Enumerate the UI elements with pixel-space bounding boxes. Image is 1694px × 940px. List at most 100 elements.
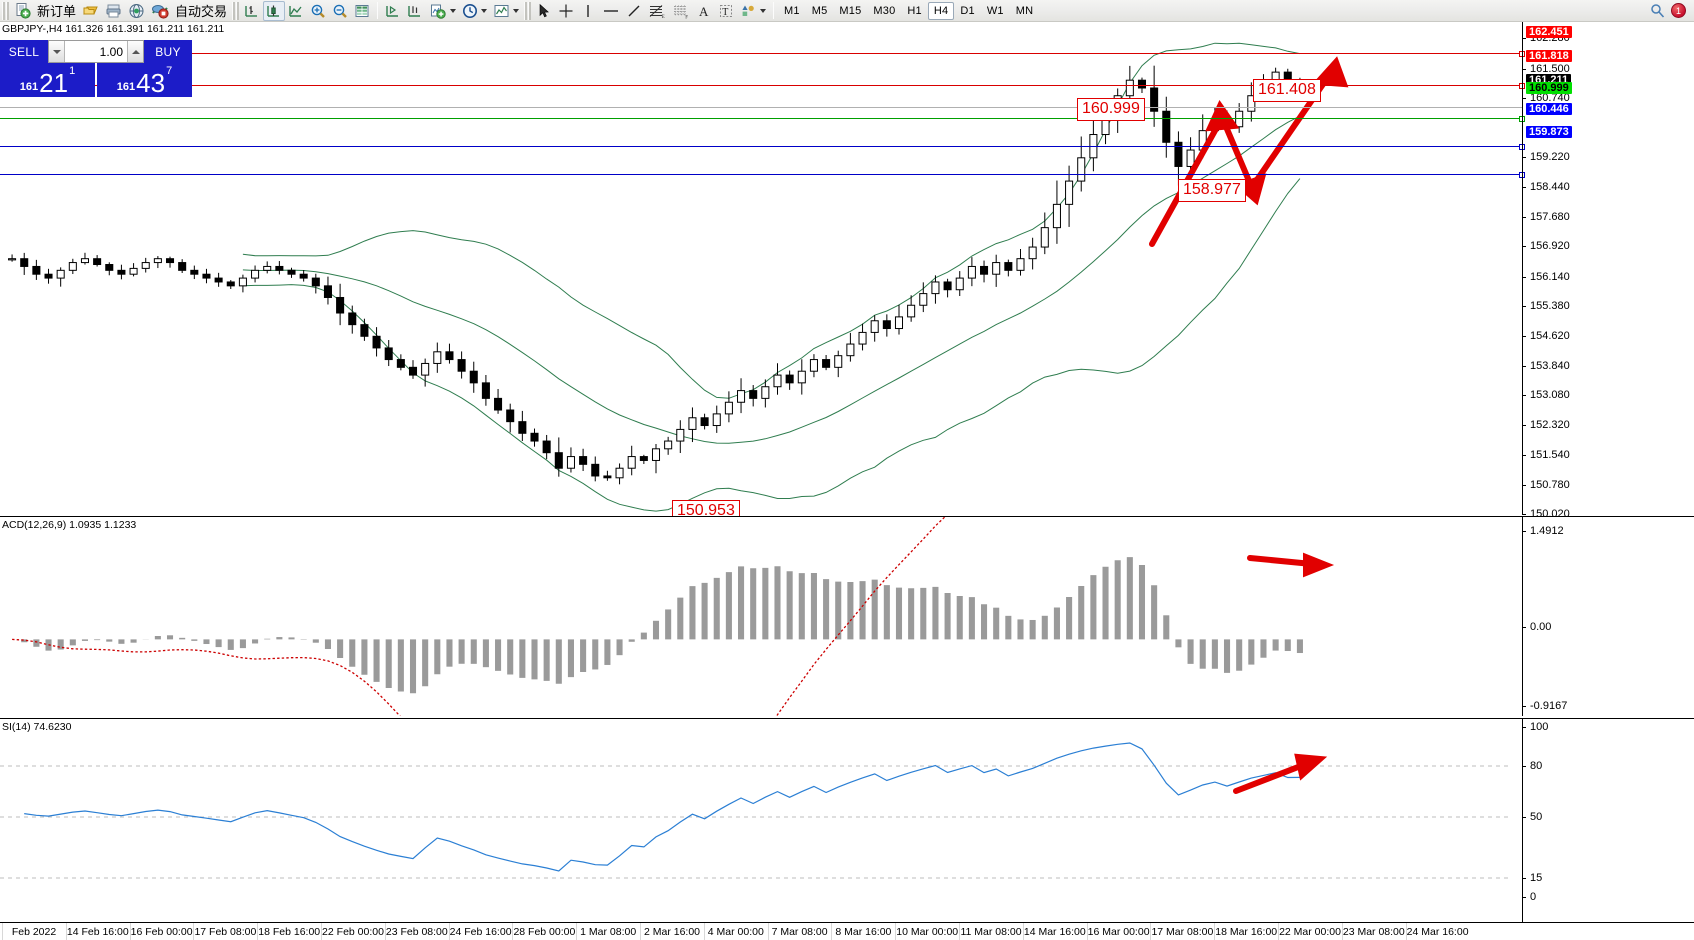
volume-increment-button[interactable] <box>127 41 143 62</box>
timeframe-h1[interactable]: H1 <box>907 4 922 17</box>
template-icon[interactable] <box>490 1 522 21</box>
timeframe-h4[interactable]: H4 <box>927 1 955 20</box>
time-axis-separator <box>640 923 641 940</box>
trendline-icon[interactable] <box>623 1 645 21</box>
timeframe-d1[interactable]: D1 <box>960 4 975 17</box>
price-axis-tick <box>1522 38 1526 40</box>
timeframe-w1[interactable]: W1 <box>986 4 1004 17</box>
macd-axis[interactable]: 1.4912 0.00 -0.9167 <box>1522 517 1694 716</box>
price-axis-tick <box>1522 187 1526 189</box>
time-axis-separator <box>831 923 833 940</box>
one-click-trading-panel[interactable]: SELL 1.00 BUY 161 21 1 161 43 7 <box>0 40 192 97</box>
sell-label: SELL <box>0 40 48 63</box>
price-level-label-take-profit[interactable]: 162.451 <box>1526 25 1572 38</box>
timeframe-m15[interactable]: M15 <box>839 4 862 17</box>
globe-icon[interactable] <box>125 1 148 21</box>
price-axis-label: 153.840 <box>1530 359 1570 372</box>
sell-button[interactable]: 161 21 1 <box>0 63 95 97</box>
price-axis-label: 156.140 <box>1530 270 1570 283</box>
toolbar-grip-3[interactable] <box>524 1 532 20</box>
timeframe-m30[interactable]: M30 <box>873 4 896 17</box>
rsi-tick-80: 80 <box>1530 760 1543 772</box>
time-axis[interactable]: Feb 2022 14 Feb 16:00 16 Feb 00:00 17 Feb 0… <box>0 922 1694 940</box>
new-order-label[interactable]: 新订单 <box>37 5 77 20</box>
time-axis-separator <box>1341 923 1343 940</box>
grid-icon[interactable] <box>351 1 373 21</box>
shapes-icon[interactable] <box>737 1 769 21</box>
label-icon[interactable]: T <box>715 1 737 21</box>
rsi-pane[interactable]: SI(14) 74.6230 <box>0 718 1694 922</box>
clock-icon[interactable] <box>459 1 490 21</box>
time-axis-label: 10 Mar 00:00 <box>896 926 959 938</box>
volume-value[interactable]: 1.00 <box>99 44 123 59</box>
candlestick-icon[interactable] <box>263 0 286 21</box>
rsi-gridlines <box>0 765 1508 879</box>
zoom-in-icon[interactable] <box>307 1 329 21</box>
price-level-label-ask[interactable]: 160.999 <box>1526 82 1572 94</box>
shift-icon[interactable] <box>382 1 404 21</box>
timeframe-m5[interactable]: M5 <box>811 4 828 17</box>
pullback-label[interactable]: 158.977 <box>1178 179 1246 202</box>
chevron-down-icon[interactable] <box>450 8 457 13</box>
rsi-plot[interactable] <box>0 719 1522 922</box>
volume-field[interactable]: 1.00 <box>48 40 144 63</box>
new-order-icon[interactable] <box>11 1 34 21</box>
horizontal-line-icon[interactable] <box>599 1 623 21</box>
resistance-label[interactable]: 160.999 <box>1077 98 1145 121</box>
chart-canvas-area[interactable]: GBPJPY-,H4 161.326 161.391 161.211 161.2… <box>0 22 1694 940</box>
price-axis-tick <box>1522 514 1526 515</box>
price-axis-tick <box>1522 68 1526 70</box>
vertical-line-icon[interactable] <box>577 1 599 21</box>
bar-chart-icon[interactable] <box>241 1 263 21</box>
time-axis-label: 16 Feb 00:00 <box>130 926 193 938</box>
search-icon[interactable] <box>1650 3 1665 18</box>
price-axis-tick <box>1522 157 1526 159</box>
level-line-162451[interactable] <box>0 51 1525 57</box>
crosshair-icon[interactable] <box>555 1 577 21</box>
volume-decrement-button[interactable] <box>49 41 65 62</box>
timeframe-mn[interactable]: MN <box>1015 4 1034 17</box>
print-icon[interactable] <box>102 1 125 21</box>
macd-pane[interactable]: ACD(12,26,9) 1.0935 1.1233 1.4912 0.00 <box>0 516 1694 716</box>
level-line-161211 <box>0 107 1522 108</box>
down-arrow-1 <box>1221 119 1255 191</box>
level-line-160999[interactable] <box>0 116 1525 122</box>
indicator-add-icon[interactable] <box>426 1 459 21</box>
svg-text:E: E <box>662 15 665 19</box>
price-axis[interactable]: 162.280 161.500 160.740 159.220 158.440 157.6… <box>1522 22 1694 520</box>
rsi-axis[interactable]: 100 80 50 15 0 <box>1522 719 1694 922</box>
price-level-label-stop-loss[interactable]: 159.873 <box>1526 125 1572 138</box>
cursor-icon[interactable] <box>533 1 555 21</box>
zoom-out-icon[interactable] <box>329 1 351 21</box>
notification-badge[interactable]: 1 <box>1671 3 1686 18</box>
toolbar-grip[interactable] <box>2 1 9 20</box>
text-icon[interactable]: A <box>693 1 715 21</box>
time-axis-label: 23 Mar 08:00 <box>1342 926 1405 938</box>
folder-icon[interactable] <box>79 1 102 21</box>
line-chart-icon[interactable] <box>285 1 307 21</box>
macd-plot[interactable] <box>0 517 1522 716</box>
chevron-down-icon-vol <box>52 49 61 54</box>
time-axis-separator <box>767 923 769 940</box>
price-axis-label: 160.740 <box>1530 92 1570 105</box>
price-level-label-stop-loss[interactable]: 160.446 <box>1526 103 1572 116</box>
autotrading-icon[interactable] <box>148 1 172 21</box>
chevron-down-icon-3[interactable] <box>513 8 520 13</box>
chevron-down-icon-2[interactable] <box>481 8 488 13</box>
time-axis-label: 22 Feb 00:00 <box>322 926 384 938</box>
toolbar-grip-2[interactable] <box>232 1 240 20</box>
level-line-160446[interactable] <box>0 144 1525 150</box>
chevron-down-icon-4[interactable] <box>760 8 767 13</box>
price-axis-label: 155.380 <box>1530 300 1570 313</box>
time-axis-label: 17 Mar 08:00 <box>1151 926 1214 938</box>
level-line-159873[interactable] <box>0 172 1525 178</box>
channel-icon[interactable]: F <box>669 1 693 21</box>
autotrading-label[interactable]: 自动交易 <box>175 5 228 20</box>
price-level-label-take-profit[interactable]: 161.818 <box>1526 50 1572 63</box>
timeframe-m1[interactable]: M1 <box>784 4 800 17</box>
buy-button[interactable]: 161 43 7 <box>97 63 192 97</box>
fibonacci-icon[interactable]: E <box>645 1 669 21</box>
period-separator-icon[interactable] <box>404 1 426 21</box>
high-pivot-label[interactable]: 161.408 <box>1253 79 1321 102</box>
price-pane[interactable]: 150.953 160.999 158.977 161.408 162.280 1… <box>0 22 1694 523</box>
